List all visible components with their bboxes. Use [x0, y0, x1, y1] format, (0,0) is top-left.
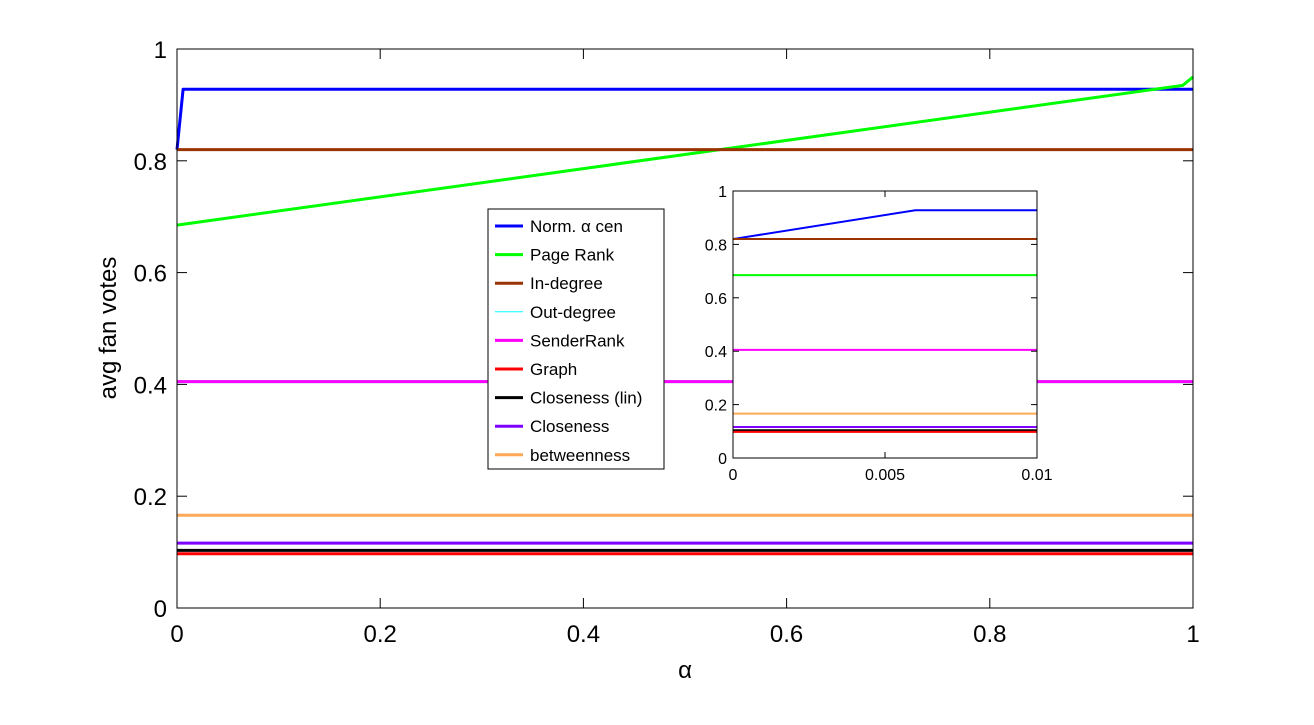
main-x-tick-label: 1 — [1186, 621, 1199, 648]
inset-y-tick-label: 0.8 — [705, 237, 727, 254]
inset-axes: 0 0.005 0.01 0 0.2 0.4 0.6 0.8 1 — [705, 184, 1053, 484]
legend-label: Norm. α cen — [530, 217, 623, 236]
main-axes: 0 0.2 0.4 0.6 0.8 1 0 0.2 0.4 0.6 0.8 1 — [134, 37, 1200, 648]
main-y-tick-label: 0.6 — [134, 261, 167, 288]
legend-label: Closeness (lin) — [530, 389, 642, 408]
x-axis-label: α — [678, 657, 692, 684]
main-y-tick-label: 0 — [154, 596, 167, 623]
inset-y-tick-label: 1 — [718, 184, 727, 201]
main-y-tick-label: 1 — [154, 37, 167, 64]
main-plot-background — [177, 49, 1193, 608]
main-x-tick-label: 0.2 — [364, 621, 397, 648]
main-x-tick-label: 0 — [170, 621, 183, 648]
inset-y-tick-label: 0.2 — [705, 398, 727, 415]
legend: Norm. α cen Page Rank In-degree Out-degree S… — [487, 208, 665, 470]
inset-x-tick-label: 0.005 — [865, 467, 905, 484]
legend-label: Graph — [530, 360, 577, 379]
legend-label: In-degree — [530, 274, 603, 293]
legend-label: Closeness — [530, 417, 609, 436]
main-series-line-0 — [175, 87, 1193, 150]
main-series-line-1 — [176, 75, 1194, 227]
inset-y-tick-label: 0 — [718, 451, 727, 468]
main-y-tick-label: 0.4 — [134, 372, 167, 399]
inset-y-tick-label: 0.4 — [705, 344, 727, 361]
main-axes-box — [176, 48, 1194, 609]
main-x-tick-label: 0.8 — [973, 621, 1006, 648]
legend-entries: Norm. α cen Page Rank In-degree Out-degree S… — [495, 217, 642, 465]
legend-label: Out-degree — [530, 303, 616, 322]
inset-series-line-0 — [732, 209, 1037, 241]
main-y-tick-label: 0.2 — [134, 484, 167, 511]
main-series-lines — [175, 75, 1194, 556]
legend-label: betweenness — [530, 446, 630, 465]
y-axis-label: avg fan votes — [95, 257, 122, 400]
legend-label: SenderRank — [530, 331, 625, 350]
main-x-tick-label: 0.6 — [770, 621, 803, 648]
inset-y-tick-label: 0.6 — [705, 291, 727, 308]
main-y-tick-label: 0.8 — [134, 149, 167, 176]
inset-x-tick-label: 0 — [729, 467, 738, 484]
inset-plot: 0 0.005 0.01 0 0.2 0.4 0.6 0.8 1 — [705, 184, 1053, 484]
legend-label: Page Rank — [530, 246, 615, 265]
main-x-tick-label: 0.4 — [567, 621, 600, 648]
inset-series-lines — [732, 209, 1037, 433]
inset-x-tick-label: 0.01 — [1021, 467, 1052, 484]
